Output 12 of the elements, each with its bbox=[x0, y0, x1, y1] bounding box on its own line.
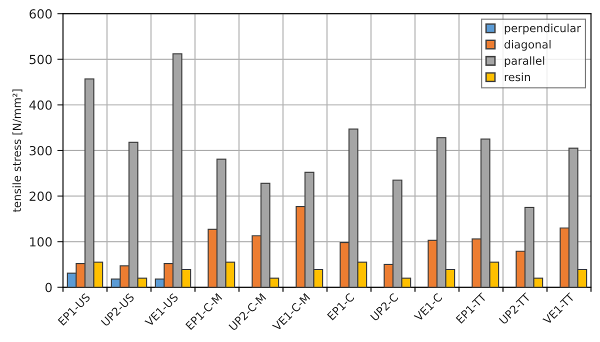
legend-label: parallel bbox=[504, 56, 544, 68]
y-tick-label: 300 bbox=[30, 146, 52, 156]
y-tick-label: 600 bbox=[30, 9, 52, 19]
legend-label: resin bbox=[504, 72, 530, 82]
y-tick-label: 400 bbox=[29, 100, 52, 110]
legend-label: diagonal bbox=[504, 40, 551, 51]
legend-label: perpendicular bbox=[504, 24, 581, 34]
y-axis-title: tensile stress [N/mm²] bbox=[12, 90, 22, 212]
y-tick-label: 500 bbox=[30, 54, 52, 64]
y-tick-label: 200 bbox=[30, 192, 52, 202]
y-tick-label: 0 bbox=[45, 282, 52, 292]
y-tick-label: 100 bbox=[30, 237, 52, 247]
